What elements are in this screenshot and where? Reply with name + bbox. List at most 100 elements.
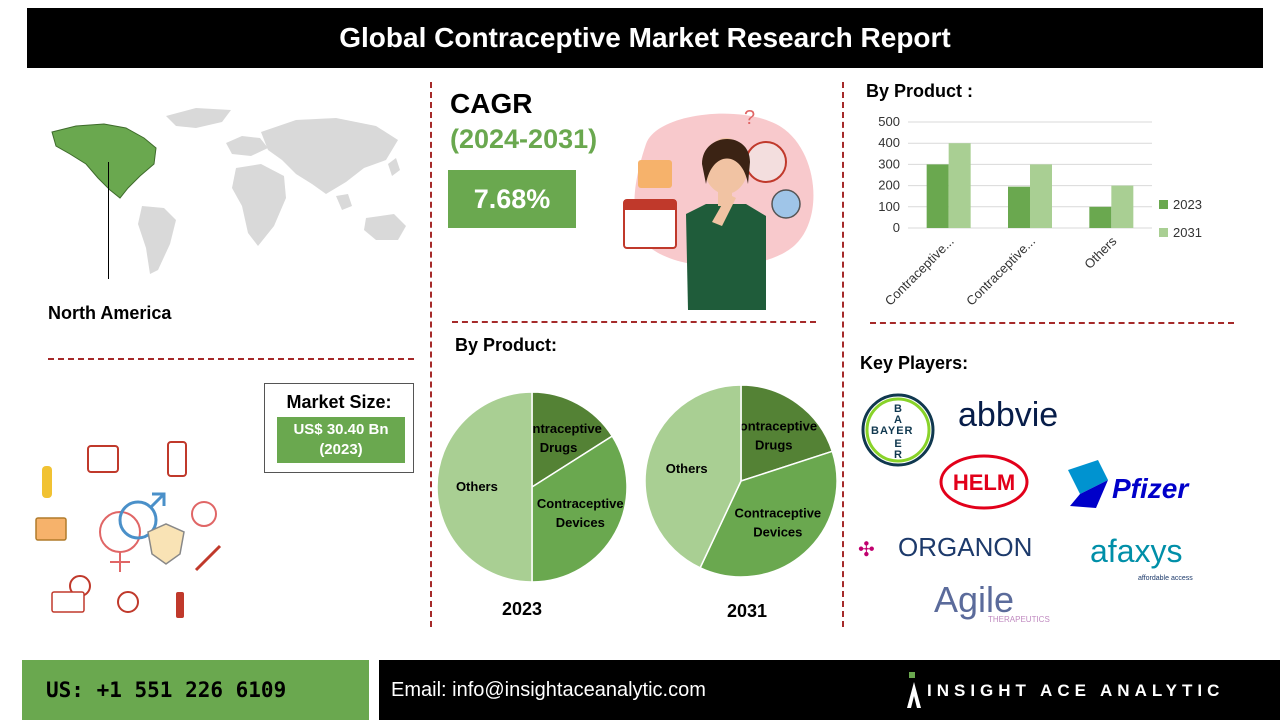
divider-cagr — [452, 321, 816, 323]
bar-category-label: Contraceptive... — [882, 234, 957, 309]
bar-category-label: Contraceptive... — [963, 234, 1038, 309]
bayer-logo: B A BAYER E R — [861, 393, 935, 467]
pie-slice — [436, 391, 533, 583]
woman-hair — [702, 138, 750, 184]
bayer-letter: B — [894, 403, 902, 415]
male-symbol-icon — [118, 500, 158, 540]
cagr-period: (2024-2031) — [450, 124, 598, 154]
pie-slice — [531, 435, 628, 583]
pie-slice-label: Devices — [753, 524, 802, 539]
email-address: Email: info@insightaceanalytic.com — [391, 679, 706, 701]
agile-tagline: THERAPEUTICS — [988, 615, 1050, 624]
pie-slice-label: Contraceptive — [730, 418, 817, 433]
map-landmass — [138, 108, 406, 274]
syringe-icon — [194, 544, 222, 572]
pie-section-title: By Product: — [455, 335, 558, 355]
legend-label: 2023 — [1173, 197, 1202, 212]
afaxys-logo-text: afaxys — [1090, 533, 1182, 569]
afaxys-logo: afaxys affordable access — [1090, 533, 1193, 582]
pie-year-label-2031: 2031 — [727, 601, 768, 621]
market-size-value: US$ 30.40 Bn — [293, 421, 389, 438]
bar-2031 — [948, 143, 971, 228]
pill-pack-icon — [745, 141, 787, 183]
pie-charts: Contraceptive Drugs Contraceptive Devices Ot… — [436, 384, 838, 583]
bar-section-title: By Product : — [866, 81, 974, 101]
cagr-value-badge: 7.68% — [448, 170, 576, 228]
market-size-year: (2023) — [319, 441, 363, 458]
divider-bar — [870, 322, 1234, 324]
woman-dress — [686, 204, 766, 310]
pfizer-logo-text: Pfizer — [1112, 473, 1190, 504]
bayer-letter: A — [894, 414, 902, 426]
abbvie-logo: abbvie — [958, 396, 1058, 434]
pie-slice — [644, 384, 742, 569]
footer-contact: Email: info@insightaceanalytic.com INSIG… — [379, 660, 1280, 720]
question-mark-icon: ? — [744, 107, 755, 129]
ring-icon — [771, 189, 801, 219]
world-map — [51, 108, 406, 274]
divider-right — [842, 82, 844, 627]
divider-region — [48, 358, 414, 360]
bar-chart-legend: 2023 2031 — [1159, 197, 1202, 240]
bar-y-tick-label: 300 — [878, 156, 900, 171]
market-size-title: Market Size: — [286, 392, 392, 412]
pie-slice — [699, 450, 838, 578]
legend-swatch — [1159, 228, 1168, 237]
pie-slice-label: Contraceptive — [537, 496, 624, 511]
pie-chart-2031: Contraceptive Drugs Contraceptive Devices Ot… — [644, 384, 838, 578]
pie-slice-label: Devices — [556, 515, 605, 530]
market-size-box: Market Size: US$ 30.40 Bn (2023) — [264, 383, 414, 473]
cagr-title: CAGR — [450, 88, 533, 119]
bar-chart-categories: Contraceptive... Contraceptive... Others — [882, 233, 1120, 308]
bar-2031 — [1111, 185, 1134, 228]
bar-2023 — [1008, 186, 1030, 228]
pie-year-label-2023: 2023 — [502, 599, 543, 619]
organon-logo-text: ORGANON — [898, 532, 1032, 562]
pill-strip-icon — [51, 591, 85, 613]
bar-y-tick-label: 400 — [878, 135, 900, 150]
page-title-text: Global Contraceptive Market Research Rep… — [339, 22, 951, 53]
region-label: North America — [48, 303, 172, 323]
bar-chart: 500 400 300 200 100 0 Contraceptive... Contrac… — [878, 114, 1202, 309]
market-size-value-badge: US$ 30.40 Bn (2023) — [277, 417, 405, 463]
insight-ace-logo-icon — [907, 672, 921, 708]
bayer-letter: E — [894, 438, 901, 450]
bar-y-tick-label: 0 — [893, 220, 900, 235]
organon-logo: ✣ ORGANON — [858, 532, 1032, 562]
bar-category-label: Others — [1081, 233, 1120, 272]
agile-logo-text: Agile — [934, 579, 1014, 620]
pie-chart-2023: Contraceptive Drugs Contraceptive Devices Ot… — [436, 391, 628, 583]
bar-chart-bars — [926, 143, 1134, 228]
pie-slice — [740, 384, 834, 483]
uterus-icon — [191, 501, 217, 527]
condom-pack-icon — [35, 517, 67, 541]
pie-slice-label: Contraceptive — [515, 421, 602, 436]
bar-y-tick-label: 100 — [878, 199, 900, 214]
woman-thinking-illustration: ? — [623, 107, 814, 310]
afaxys-tagline: affordable access — [1138, 575, 1193, 582]
pie-slice-label: Contraceptive — [734, 505, 821, 520]
bar-2023 — [926, 164, 949, 228]
bar-2031 — [1030, 164, 1052, 228]
pie-slice-label: Others — [456, 479, 498, 494]
helm-logo-text: HELM — [953, 470, 1015, 495]
pfizer-logo: Pfizer — [1068, 460, 1190, 508]
calendar-icon — [87, 445, 119, 473]
shield-icon — [147, 523, 185, 565]
pie-slice-label: Drugs — [540, 440, 578, 455]
legend-swatch — [1159, 200, 1168, 209]
pill-bottle-icon — [42, 466, 52, 498]
agile-logo: Agile THERAPEUTICS — [934, 579, 1050, 624]
ovary-icon — [117, 591, 139, 613]
legend-label: 2031 — [1173, 225, 1202, 240]
page-title: Global Contraceptive Market Research Rep… — [27, 8, 1263, 68]
bar-2023 — [1089, 206, 1112, 228]
pill-box-icon — [638, 160, 672, 188]
phone-number: US: +1 551 226 6109 — [46, 678, 287, 702]
pie-slice-label: Drugs — [755, 437, 793, 452]
divider-left — [430, 82, 432, 627]
key-players-title: Key Players: — [860, 353, 969, 373]
bayer-letter: R — [894, 449, 902, 461]
contraception-icons-collage — [35, 441, 222, 618]
tube-icon — [167, 441, 187, 477]
